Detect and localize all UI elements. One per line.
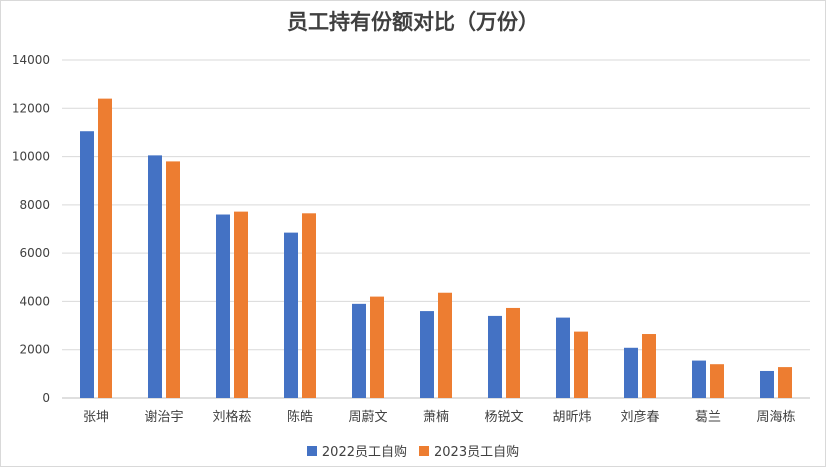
- legend-swatch-2022: [306, 445, 317, 456]
- x-tick-label: 刘彦春: [620, 409, 659, 425]
- x-tick-label: 陈皓: [287, 409, 313, 425]
- x-tick-label: 谢治宇: [144, 409, 183, 425]
- bar-2023: [642, 334, 656, 398]
- x-tick-label: 萧楠: [423, 410, 449, 425]
- bar-2023: [710, 364, 724, 398]
- legend-label-2022: 2022员工自购: [321, 445, 407, 460]
- bar-2023: [438, 292, 452, 398]
- bar-2022: [692, 360, 706, 398]
- legend: 2022员工自购 2023员工自购: [0, 441, 826, 460]
- x-tick-label: 刘格菘: [212, 409, 251, 425]
- y-tick-label: 2000: [19, 343, 50, 357]
- bar-2022: [148, 155, 162, 398]
- x-tick-label: 葛兰: [695, 410, 721, 425]
- x-tick-label: 胡昕炜: [552, 410, 591, 425]
- bar-2022: [80, 131, 94, 398]
- legend-item-2023: 2023员工自购: [419, 441, 519, 460]
- y-tick-label: 12000: [12, 101, 50, 115]
- bar-2023: [98, 98, 112, 398]
- y-tick-label: 0: [42, 391, 50, 405]
- legend-item-2022: 2022员工自购: [306, 441, 407, 460]
- bar-2022: [352, 303, 366, 398]
- bar-2022: [216, 214, 230, 398]
- legend-label-2023: 2023员工自购: [434, 445, 520, 460]
- bar-2022: [420, 311, 434, 398]
- chart-title: 员工持有份额对比（万份）: [287, 9, 539, 34]
- bar-2022: [556, 317, 570, 398]
- x-tick-label: 张坤: [83, 410, 109, 425]
- bar-2023: [302, 213, 316, 398]
- y-tick-label: 4000: [19, 294, 50, 308]
- bar-2023: [574, 331, 588, 398]
- x-tick-label: 杨锐文: [484, 410, 523, 425]
- bar-2022: [488, 315, 502, 398]
- bar-2023: [234, 211, 248, 398]
- bar-2022: [760, 370, 774, 398]
- bar-2023: [166, 161, 180, 398]
- bar-2023: [370, 296, 384, 398]
- bar-2022: [284, 232, 298, 398]
- legend-swatch-2023: [419, 445, 429, 456]
- y-tick-label: 8000: [19, 198, 50, 212]
- y-tick-label: 14000: [12, 53, 50, 67]
- bar-2022: [624, 347, 638, 398]
- x-tick-label: 周蔚文: [348, 410, 387, 425]
- y-tick-label: 10000: [12, 150, 50, 164]
- x-tick-label: 周海栋: [756, 409, 795, 425]
- y-tick-label: 6000: [19, 246, 50, 260]
- bar-2023: [506, 307, 520, 398]
- bar-2023: [778, 367, 792, 398]
